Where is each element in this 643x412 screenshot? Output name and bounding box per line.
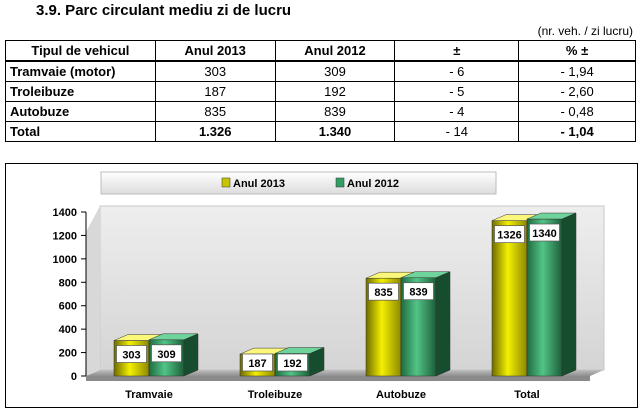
legend-swatch (221, 177, 231, 188)
data-label: 835 (374, 287, 392, 299)
data-label-box (403, 282, 434, 301)
category-label: Total (514, 389, 539, 401)
data-label: 1340 (532, 228, 556, 240)
legend-label: Anul 2012 (347, 178, 399, 190)
y-tick-label: 800 (59, 277, 77, 289)
header-year-2013: Anul 2013 (154, 40, 276, 62)
cell-2013: 1.326 (154, 121, 276, 142)
table-row: Tramvaie (motor) 303 309 - 6 - 1,94 (5, 60, 636, 82)
data-label: 309 (157, 349, 175, 361)
legend-box (100, 171, 497, 195)
floor-edge (86, 376, 590, 381)
data-label-box (116, 345, 147, 363)
y-tick-label: 0 (71, 371, 77, 383)
bar-side (309, 347, 325, 377)
cell-type: Tramvaie (motor) (5, 60, 156, 82)
data-label-box (151, 344, 182, 363)
data-label: 303 (122, 350, 140, 362)
section-title: 3.9. Parc circulant mediu zi de lucru (36, 2, 292, 19)
cell-pct: - 0,48 (518, 101, 636, 122)
y-axis: 0 200 400 600 800 1000 1200 1400 Tramvaie Troleib… (53, 207, 540, 401)
stats-table: Tipul de vehicul Anul 2013 Anul 2012 ± %… (5, 40, 636, 142)
cell-pct: - 1,04 (518, 121, 636, 142)
y-tick-label: 1400 (53, 207, 77, 219)
data-label-box (529, 223, 560, 242)
legend: Anul 2013 Anul 2012 (100, 171, 497, 195)
plot-background (86, 205, 605, 381)
data-label-box (242, 353, 273, 372)
header-year-2012: Anul 2012 (274, 40, 396, 62)
cell-2012: 192 (274, 81, 396, 102)
cell-diff: - 5 (394, 81, 520, 102)
legend-label: Anul 2013 (233, 178, 285, 190)
table-header-row: Tipul de vehicul Anul 2013 Anul 2012 ± %… (5, 40, 636, 62)
data-label-box (494, 225, 525, 244)
bar-side (183, 333, 199, 377)
bar (491, 220, 528, 377)
cell-2013: 187 (154, 81, 276, 102)
cell-2013: 303 (154, 60, 276, 82)
chart-frame: 0 200 400 600 800 1000 1200 1400 Tramvaie Troleib… (5, 163, 638, 408)
data-label: 187 (248, 358, 266, 370)
data-labels: 303 309 187 192 835 839 1326 1340 (116, 223, 560, 372)
y-tick-label: 600 (59, 301, 77, 313)
data-label: 839 (409, 287, 427, 299)
header-pct: % ± (518, 40, 636, 62)
category-label: Tramvaie (125, 389, 173, 401)
cell-2012: 309 (274, 60, 396, 82)
bar-chart: 0 200 400 600 800 1000 1200 1400 Tramvaie Troleib… (53, 171, 605, 401)
cell-pct: - 2,60 (518, 81, 636, 102)
y-tick-label: 200 (59, 348, 77, 360)
y-tick-label: 1000 (53, 254, 77, 266)
category-label: Troleibuze (248, 389, 302, 401)
side-wall (86, 206, 100, 376)
data-label: 1326 (497, 230, 521, 242)
cell-diff: - 6 (394, 60, 520, 82)
y-tick-label: 400 (59, 324, 77, 336)
cell-type: Autobuze (5, 101, 156, 122)
cell-type: Total (5, 121, 156, 142)
header-vehicle-type: Tipul de vehicul (5, 40, 156, 62)
bar-side (561, 212, 577, 377)
table-row: Autobuze 835 839 - 4 - 0,48 (5, 101, 636, 122)
bar-side (435, 271, 451, 377)
unit-note: (nr. veh. / zi lucru) (537, 24, 633, 38)
cell-2013: 835 (154, 101, 276, 122)
data-label: 192 (283, 358, 301, 370)
cell-diff: - 14 (394, 121, 520, 142)
bar (526, 218, 563, 377)
table-row: Troleibuze 187 192 - 5 - 2,60 (5, 81, 636, 102)
cell-2012: 1.340 (274, 121, 396, 142)
cell-pct: - 1,94 (518, 60, 636, 82)
table-total-row: Total 1.326 1.340 - 14 - 1,04 (5, 121, 636, 142)
category-label: Autobuze (376, 389, 426, 401)
cell-diff: - 4 (394, 101, 520, 122)
cell-type: Troleibuze (5, 81, 156, 102)
cell-2012: 839 (274, 101, 396, 122)
data-label-box (368, 282, 399, 301)
data-label-box (277, 353, 308, 372)
header-diff: ± (394, 40, 520, 62)
floor (86, 370, 604, 376)
legend-swatch (335, 177, 345, 188)
y-tick-label: 1200 (53, 230, 77, 242)
